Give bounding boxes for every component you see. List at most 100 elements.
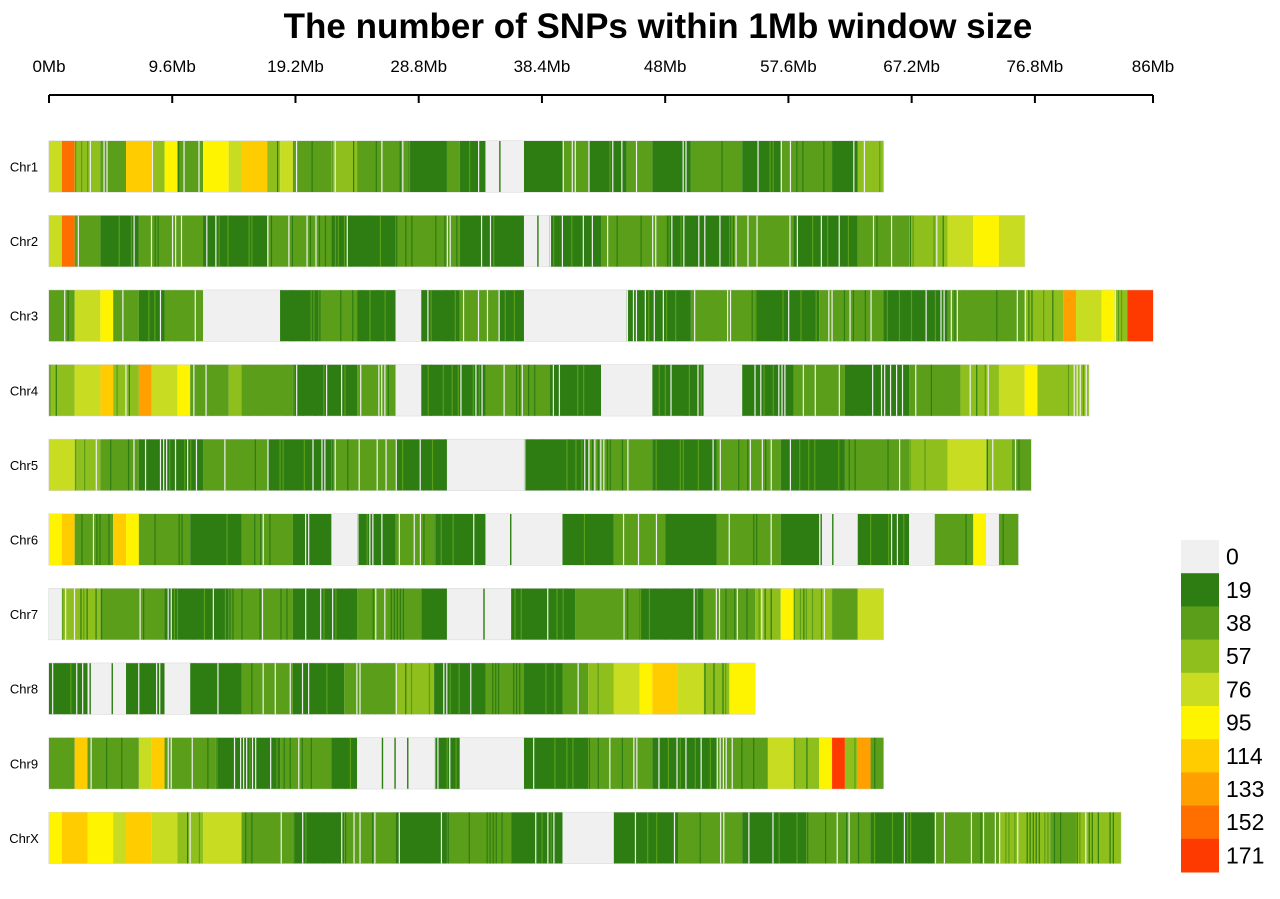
density-segment <box>164 141 178 192</box>
density-segment <box>49 290 75 342</box>
density-stripe <box>693 588 695 640</box>
density-stripe <box>1047 812 1049 864</box>
density-stripe <box>697 364 699 416</box>
density-stripe <box>1079 364 1081 416</box>
density-stripe <box>215 215 217 267</box>
density-stripe <box>901 364 904 416</box>
density-stripe <box>812 215 814 267</box>
density-segment <box>806 812 871 864</box>
density-segment <box>74 290 101 342</box>
chromosome-row-chr8: Chr8 <box>10 662 756 715</box>
density-stripe <box>344 737 346 789</box>
density-stripe <box>271 663 274 715</box>
x-tick-label: 19.2Mb <box>267 57 324 76</box>
density-stripe <box>139 514 141 565</box>
density-stripe <box>799 439 801 491</box>
density-segment <box>523 141 563 192</box>
density-stripe <box>157 215 159 267</box>
density-stripe <box>295 737 297 789</box>
density-stripe <box>178 439 180 491</box>
density-segment <box>652 141 691 192</box>
density-stripe <box>612 439 614 491</box>
density-stripe <box>456 215 458 267</box>
chromosome-row-chr5: Chr5 <box>10 438 1032 491</box>
density-stripe <box>652 141 655 192</box>
x-tick-label: 57.6Mb <box>760 57 817 76</box>
density-stripe <box>143 588 145 640</box>
density-segment <box>767 737 794 789</box>
density-segment <box>690 141 743 192</box>
density-stripe <box>541 812 543 864</box>
density-stripe <box>728 588 730 640</box>
density-stripe <box>379 215 382 267</box>
density-stripe <box>141 663 143 715</box>
density-segment <box>113 290 139 342</box>
density-stripe <box>80 588 82 640</box>
density-stripe <box>419 439 421 491</box>
density-stripe <box>697 439 699 491</box>
density-stripe <box>772 141 774 192</box>
density-stripe <box>313 737 315 789</box>
density-stripe <box>106 588 108 640</box>
density-stripe <box>311 141 313 192</box>
density-stripe <box>876 215 878 267</box>
density-stripe <box>423 439 425 491</box>
density-stripe <box>359 812 361 864</box>
density-segment <box>126 663 165 715</box>
density-stripe <box>721 141 723 192</box>
density-stripe <box>584 439 586 491</box>
density-stripe <box>898 290 901 342</box>
density-stripe <box>725 737 727 789</box>
legend-label: 152 <box>1226 809 1264 835</box>
density-stripe <box>499 141 501 192</box>
density-stripe <box>986 290 989 342</box>
density-stripe <box>655 439 657 491</box>
density-stripe <box>106 141 108 192</box>
density-stripe <box>329 588 331 640</box>
density-stripe <box>489 215 492 267</box>
density-stripe <box>446 215 448 267</box>
legend-swatch <box>1181 805 1219 840</box>
density-stripe <box>890 514 893 565</box>
x-axis: 0Mb 9.6Mb 19.2Mb 28.8Mb 38.4Mb 48Mb 57.6Mb 67.2… <box>32 57 1174 103</box>
density-stripe <box>717 514 719 565</box>
density-segment <box>626 290 691 342</box>
density-segment <box>485 141 524 192</box>
density-stripe <box>472 141 474 192</box>
density-stripe <box>1079 812 1081 864</box>
density-stripe <box>381 514 383 565</box>
density-stripe <box>286 514 289 565</box>
density-stripe <box>183 141 185 192</box>
density-segment <box>1127 290 1153 342</box>
density-stripe <box>262 364 265 416</box>
density-stripe <box>360 364 362 416</box>
density-stripe <box>169 439 171 491</box>
density-stripe <box>148 290 150 342</box>
chromosome-row-chr6: Chr6 <box>10 513 1019 566</box>
legend-swatch <box>1181 706 1219 740</box>
density-segment <box>357 514 396 565</box>
density-stripe <box>728 514 730 565</box>
density-stripe <box>259 588 261 640</box>
legend-label: 57 <box>1226 643 1252 669</box>
density-stripe <box>344 812 347 864</box>
density-segment <box>934 514 974 565</box>
density-stripe <box>924 439 926 491</box>
density-stripe <box>1117 290 1120 342</box>
density-stripe <box>251 737 254 789</box>
density-stripe <box>722 663 724 715</box>
density-stripe <box>683 215 685 267</box>
density-segment <box>1037 364 1089 416</box>
density-stripe <box>685 141 687 192</box>
density-stripe <box>89 663 91 715</box>
density-segment <box>870 812 935 864</box>
density-stripe <box>503 364 505 416</box>
density-stripe <box>478 141 480 192</box>
density-segment <box>998 215 1025 267</box>
density-stripe <box>554 737 556 789</box>
density-segment <box>459 737 524 789</box>
density-stripe <box>838 364 840 416</box>
density-stripe <box>1114 290 1116 342</box>
density-stripe <box>178 141 180 192</box>
density-stripe <box>446 290 448 342</box>
